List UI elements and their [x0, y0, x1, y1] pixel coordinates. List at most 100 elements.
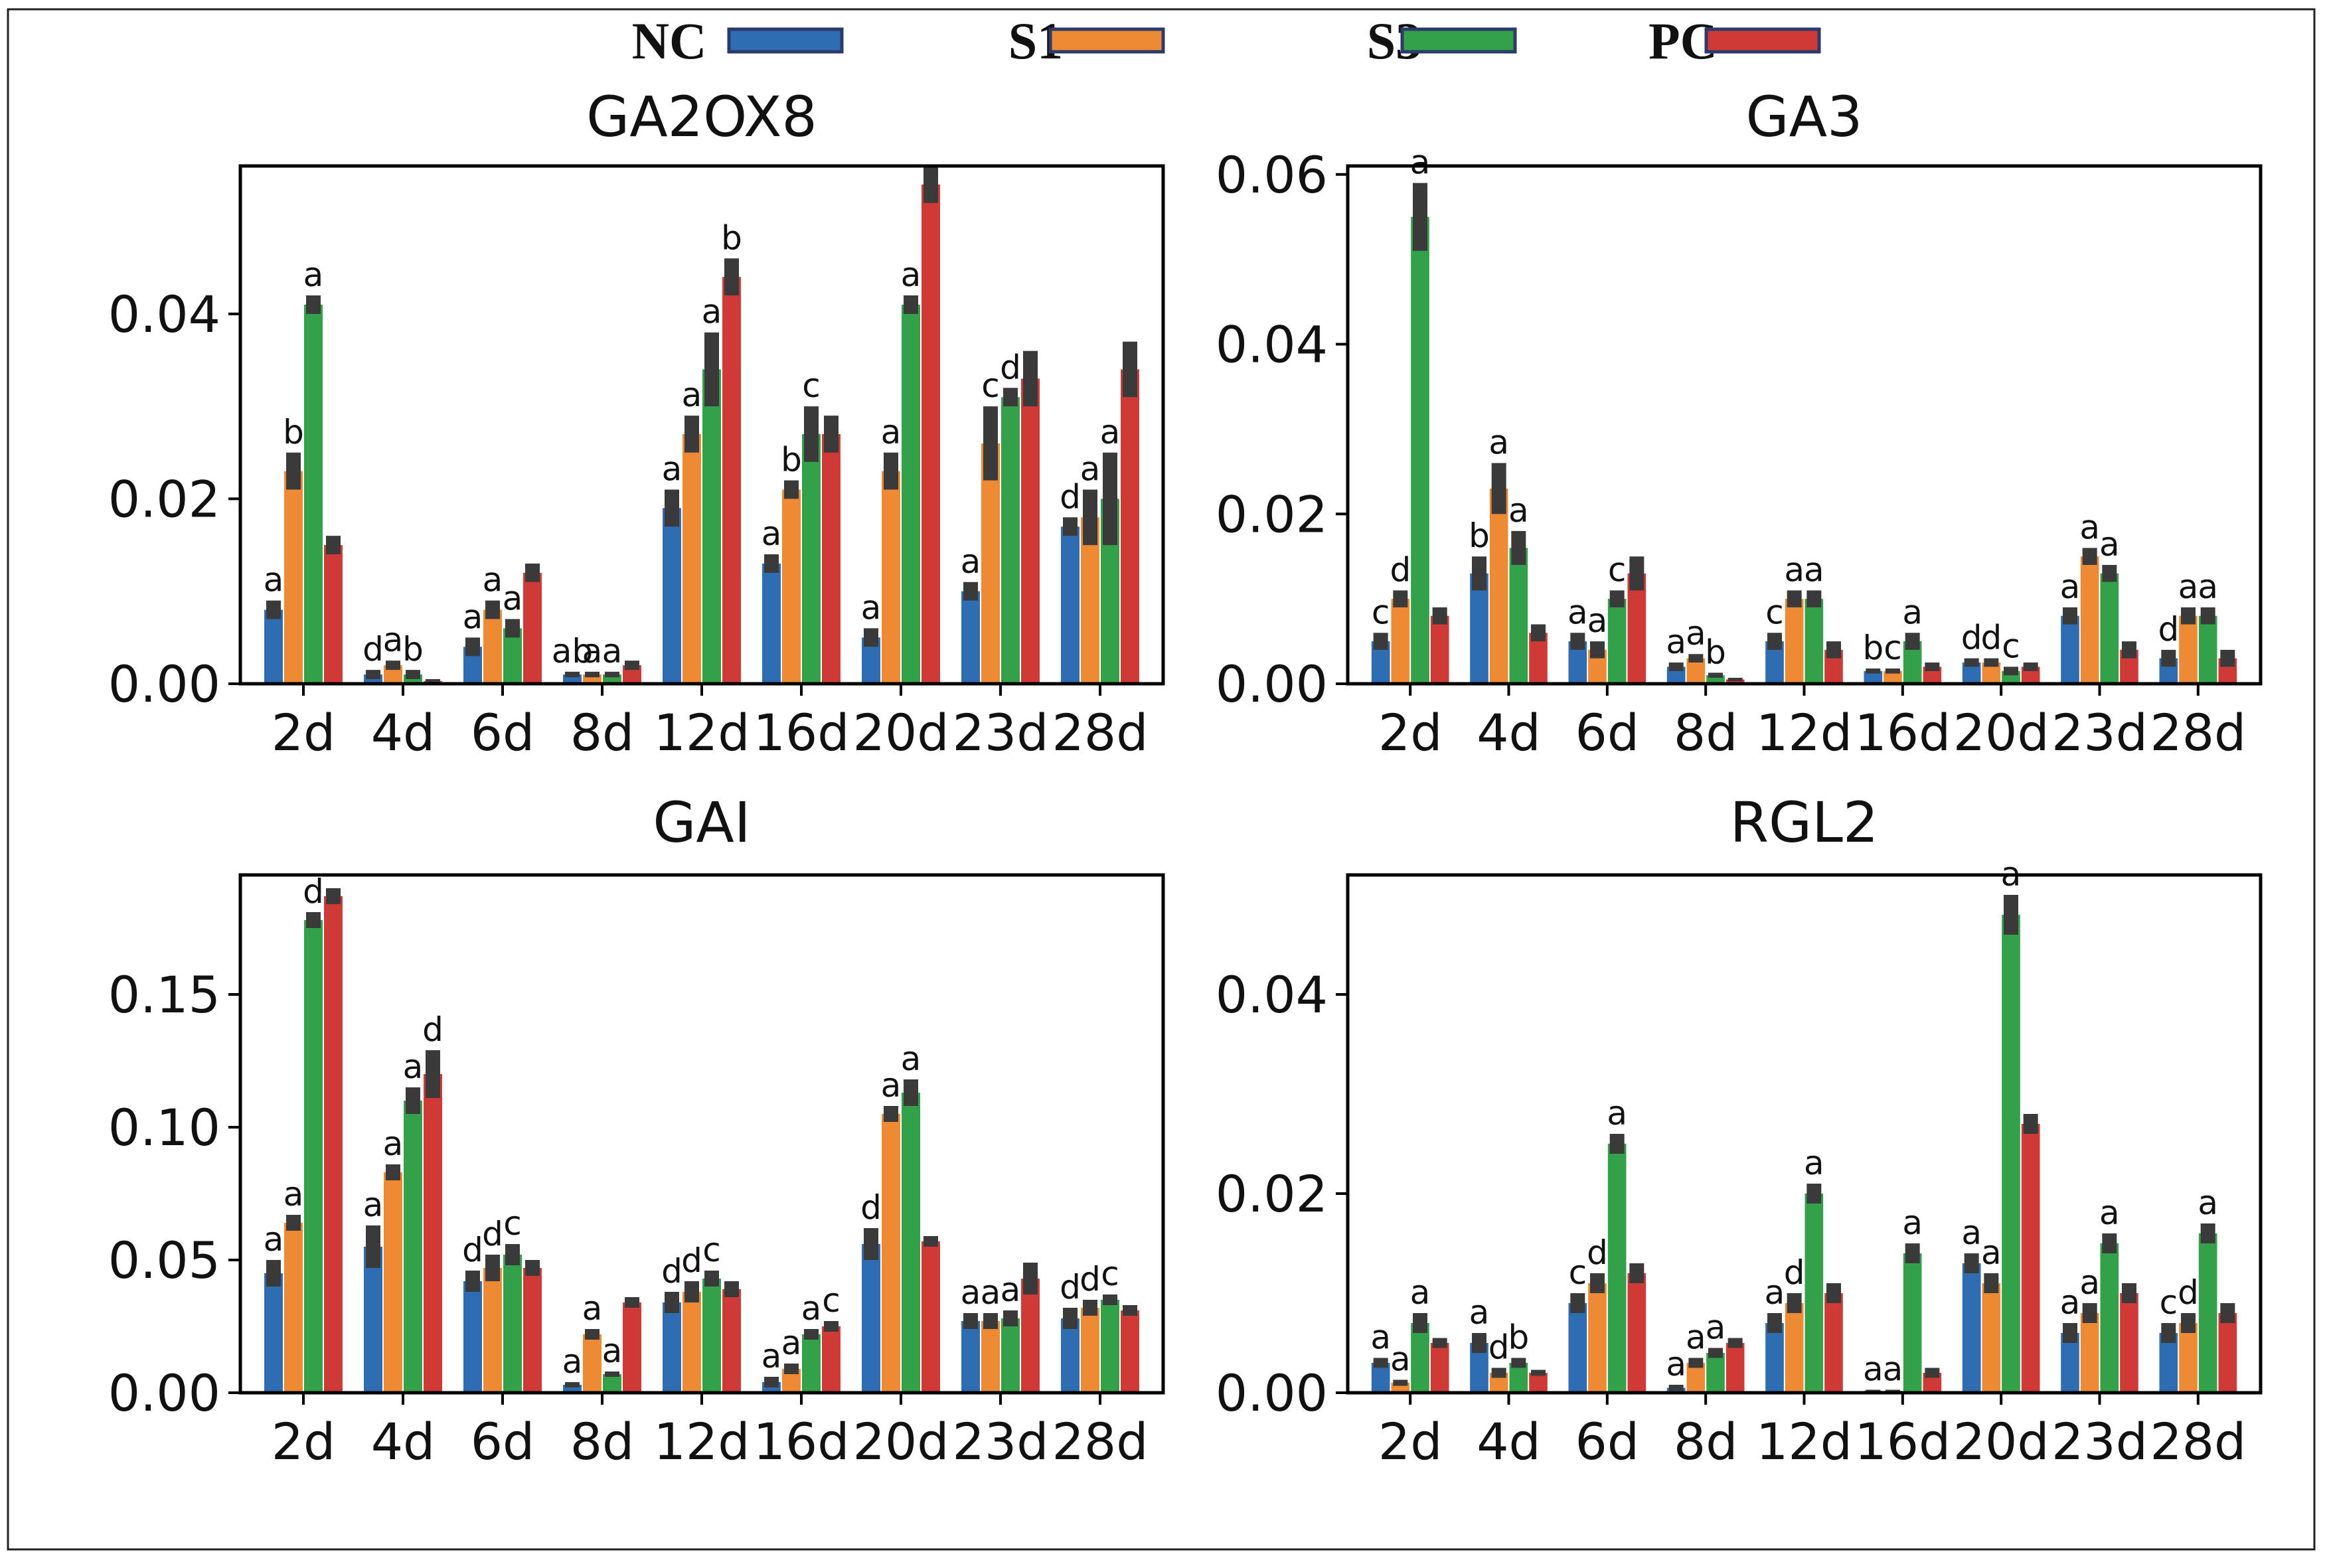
bar-s1-6d	[1588, 1283, 1607, 1393]
panel-title: GAI	[653, 790, 750, 855]
x-tick-label: 6d	[1575, 703, 1640, 762]
y-tick-label: 0.00	[1216, 1364, 1328, 1423]
bar-pc-4d	[424, 1074, 442, 1393]
x-tick-label: 6d	[1575, 1412, 1640, 1471]
bar-nc-4d	[1470, 573, 1488, 684]
significance-label: c	[2002, 627, 2020, 665]
significance-label: b	[1862, 629, 1884, 667]
bar-s1-23d	[2080, 1313, 2099, 1393]
bar-pc-2d	[1430, 1343, 1449, 1393]
significance-label: a	[2198, 568, 2218, 606]
significance-label: a	[1370, 1318, 1391, 1357]
bar-s1-16d	[782, 489, 801, 684]
bar-pc-2d	[324, 545, 343, 684]
significance-label: a	[1902, 1204, 1923, 1242]
significance-label: a	[801, 1289, 822, 1328]
bar-s1-28d	[1081, 1308, 1099, 1393]
x-tick-label: 28d	[2150, 1412, 2246, 1471]
significance-label: d	[1961, 619, 1982, 657]
significance-label: a	[403, 1048, 424, 1086]
significance-label: c	[503, 1204, 522, 1243]
significance-label: a	[1784, 550, 1804, 589]
significance-label: b	[1508, 1318, 1529, 1357]
bar-pc-8d	[1725, 1343, 1745, 1393]
panel-ga2ox8: GA2OX8adaabaaaadbaaaabacaabaaacadab0.000…	[108, 84, 1165, 762]
significance-label: a	[762, 514, 782, 553]
bar-s3-16d	[1903, 1253, 1922, 1393]
x-tick-label: 23d	[953, 1412, 1049, 1471]
bar-s1-6d	[483, 609, 502, 684]
significance-label: c	[1569, 1253, 1587, 1292]
x-tick-label: 6d	[471, 703, 535, 762]
bar-s1-12d	[1785, 599, 1804, 684]
significance-label: d	[1000, 348, 1021, 386]
x-tick-label: 16d	[754, 1412, 850, 1471]
significance-label: d	[2178, 1273, 2199, 1312]
significance-label: a	[1902, 593, 1923, 631]
significance-label: a	[503, 580, 523, 618]
bar-s1-20d	[882, 471, 900, 684]
bar-s3-23d	[2100, 573, 2119, 684]
significance-label: a	[901, 256, 922, 294]
bar-nc-28d	[1061, 526, 1080, 684]
significance-label: a	[1410, 143, 1431, 182]
x-tick-label: 2d	[272, 703, 336, 762]
bar-pc-8d	[623, 1302, 641, 1393]
significance-label: a	[682, 376, 702, 414]
legend-swatch-s3	[1400, 27, 1517, 54]
significance-label: a	[1666, 623, 1686, 661]
x-tick-label: 28d	[1052, 703, 1149, 762]
bar-nc-20d	[1962, 1263, 1981, 1393]
bar-s3-4d	[404, 1101, 422, 1393]
bar-s3-6d	[503, 1255, 522, 1393]
bar-s3-23d	[1001, 1318, 1020, 1393]
bar-s3-6d	[1607, 1144, 1627, 1393]
bar-s3-2d	[1411, 216, 1429, 684]
x-tick-label: 23d	[953, 703, 1049, 762]
significance-label: a	[562, 1342, 583, 1381]
bar-nc-16d	[762, 563, 781, 684]
significance-label: a	[1488, 424, 1509, 462]
bar-s1-20d	[1982, 1283, 2001, 1393]
panel-title: GA3	[1746, 84, 1863, 149]
significance-label: a	[1804, 550, 1824, 589]
x-tick-label: 16d	[1854, 703, 1951, 762]
y-tick-label: 0.04	[108, 285, 220, 344]
significance-label: c	[1765, 593, 1784, 631]
bar-pc-28d	[1121, 369, 1139, 684]
bar-s3-2d	[304, 920, 323, 1393]
outer-frame	[7, 8, 2316, 1551]
significance-label: a	[1666, 1345, 1686, 1383]
x-tick-label: 8d	[1674, 703, 1738, 762]
bar-pc-12d	[1824, 1293, 1843, 1393]
significance-label: a	[1765, 1273, 1785, 1312]
bar-s1-28d	[2179, 1323, 2198, 1393]
bar-s3-20d	[902, 1093, 920, 1393]
significance-label: d	[860, 1188, 882, 1227]
bar-pc-20d	[2021, 1124, 2040, 1393]
x-tick-label: 20d	[853, 703, 949, 762]
bar-s3-8d	[603, 1374, 621, 1393]
bar-s3-6d	[1607, 599, 1627, 684]
significance-label: a	[1001, 1271, 1021, 1309]
y-tick-label: 0.10	[108, 1098, 220, 1157]
significance-label: c	[981, 366, 1000, 405]
y-tick-label: 0.05	[108, 1231, 220, 1290]
x-tick-label: 12d	[654, 703, 750, 762]
bar-nc-12d	[663, 1302, 681, 1393]
significance-label: a	[283, 1175, 304, 1214]
y-tick-label: 0.00	[108, 655, 220, 714]
significance-label: a	[1706, 1308, 1726, 1347]
panel-title: RGL2	[1730, 790, 1879, 855]
significance-label: a	[2060, 1283, 2081, 1322]
x-tick-label: 20d	[1953, 1412, 2049, 1471]
x-tick-label: 2d	[1378, 1412, 1443, 1471]
significance-label: a	[881, 413, 902, 451]
significance-label: b	[1469, 516, 1490, 555]
legend-swatch-nc	[727, 27, 844, 54]
x-tick-label: 4d	[371, 703, 436, 762]
significance-label: c	[1884, 629, 1902, 667]
x-tick-label: 12d	[1756, 703, 1852, 762]
bar-nc-23d	[961, 1321, 980, 1393]
